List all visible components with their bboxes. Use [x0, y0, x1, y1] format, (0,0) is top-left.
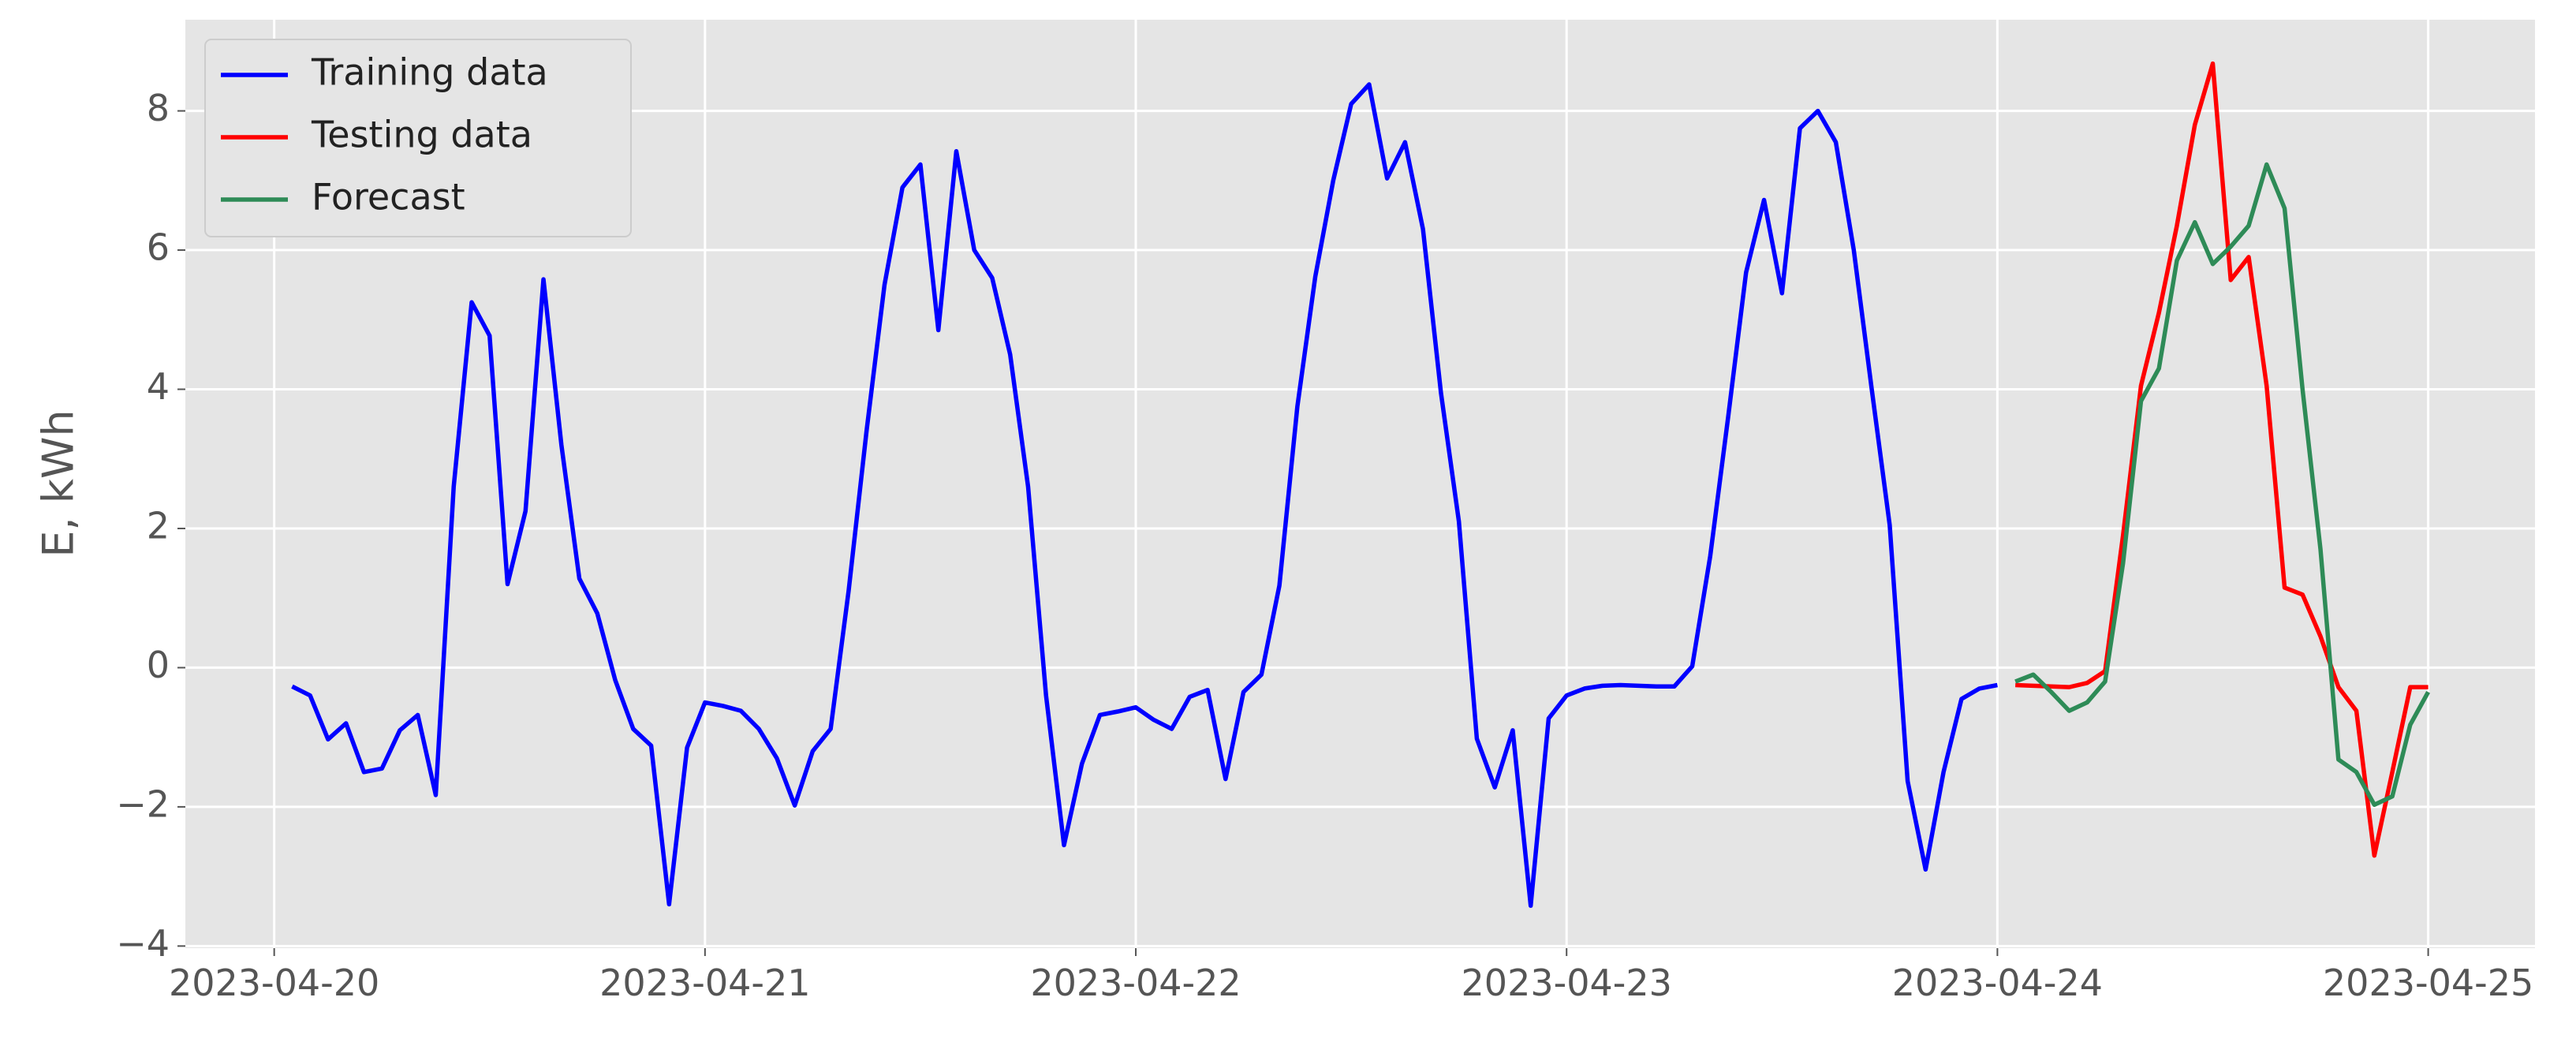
legend-label: Forecast	[312, 176, 465, 218]
y-tick-label: 0	[147, 644, 170, 686]
x-tick-label: 2023-04-20	[169, 962, 379, 1004]
x-tick-label: 2023-04-21	[599, 962, 810, 1004]
x-tick-label: 2023-04-25	[2323, 962, 2533, 1004]
legend-box	[204, 39, 632, 237]
x-tick-label: 2023-04-23	[1462, 962, 1672, 1004]
series-line	[2015, 61, 2429, 858]
y-tick-label: 4	[147, 365, 170, 408]
y-axis-label: E, kWh	[34, 409, 84, 557]
legend: Training data Testing data Forecast	[204, 39, 632, 237]
y-tick-label: −4	[116, 922, 170, 965]
series-line	[2014, 162, 2431, 807]
y-tick-label: −2	[116, 782, 170, 825]
y-tick-label: 6	[147, 226, 170, 269]
y-tick-label: 2	[147, 504, 170, 547]
x-tick-label: 2023-04-24	[1892, 962, 2103, 1004]
legend-label: Training data	[311, 51, 548, 94]
series-line	[291, 82, 1998, 908]
legend-label: Testing data	[311, 114, 532, 156]
y-tick-label: 8	[147, 87, 170, 129]
x-tick-label: 2023-04-22	[1030, 962, 1241, 1004]
